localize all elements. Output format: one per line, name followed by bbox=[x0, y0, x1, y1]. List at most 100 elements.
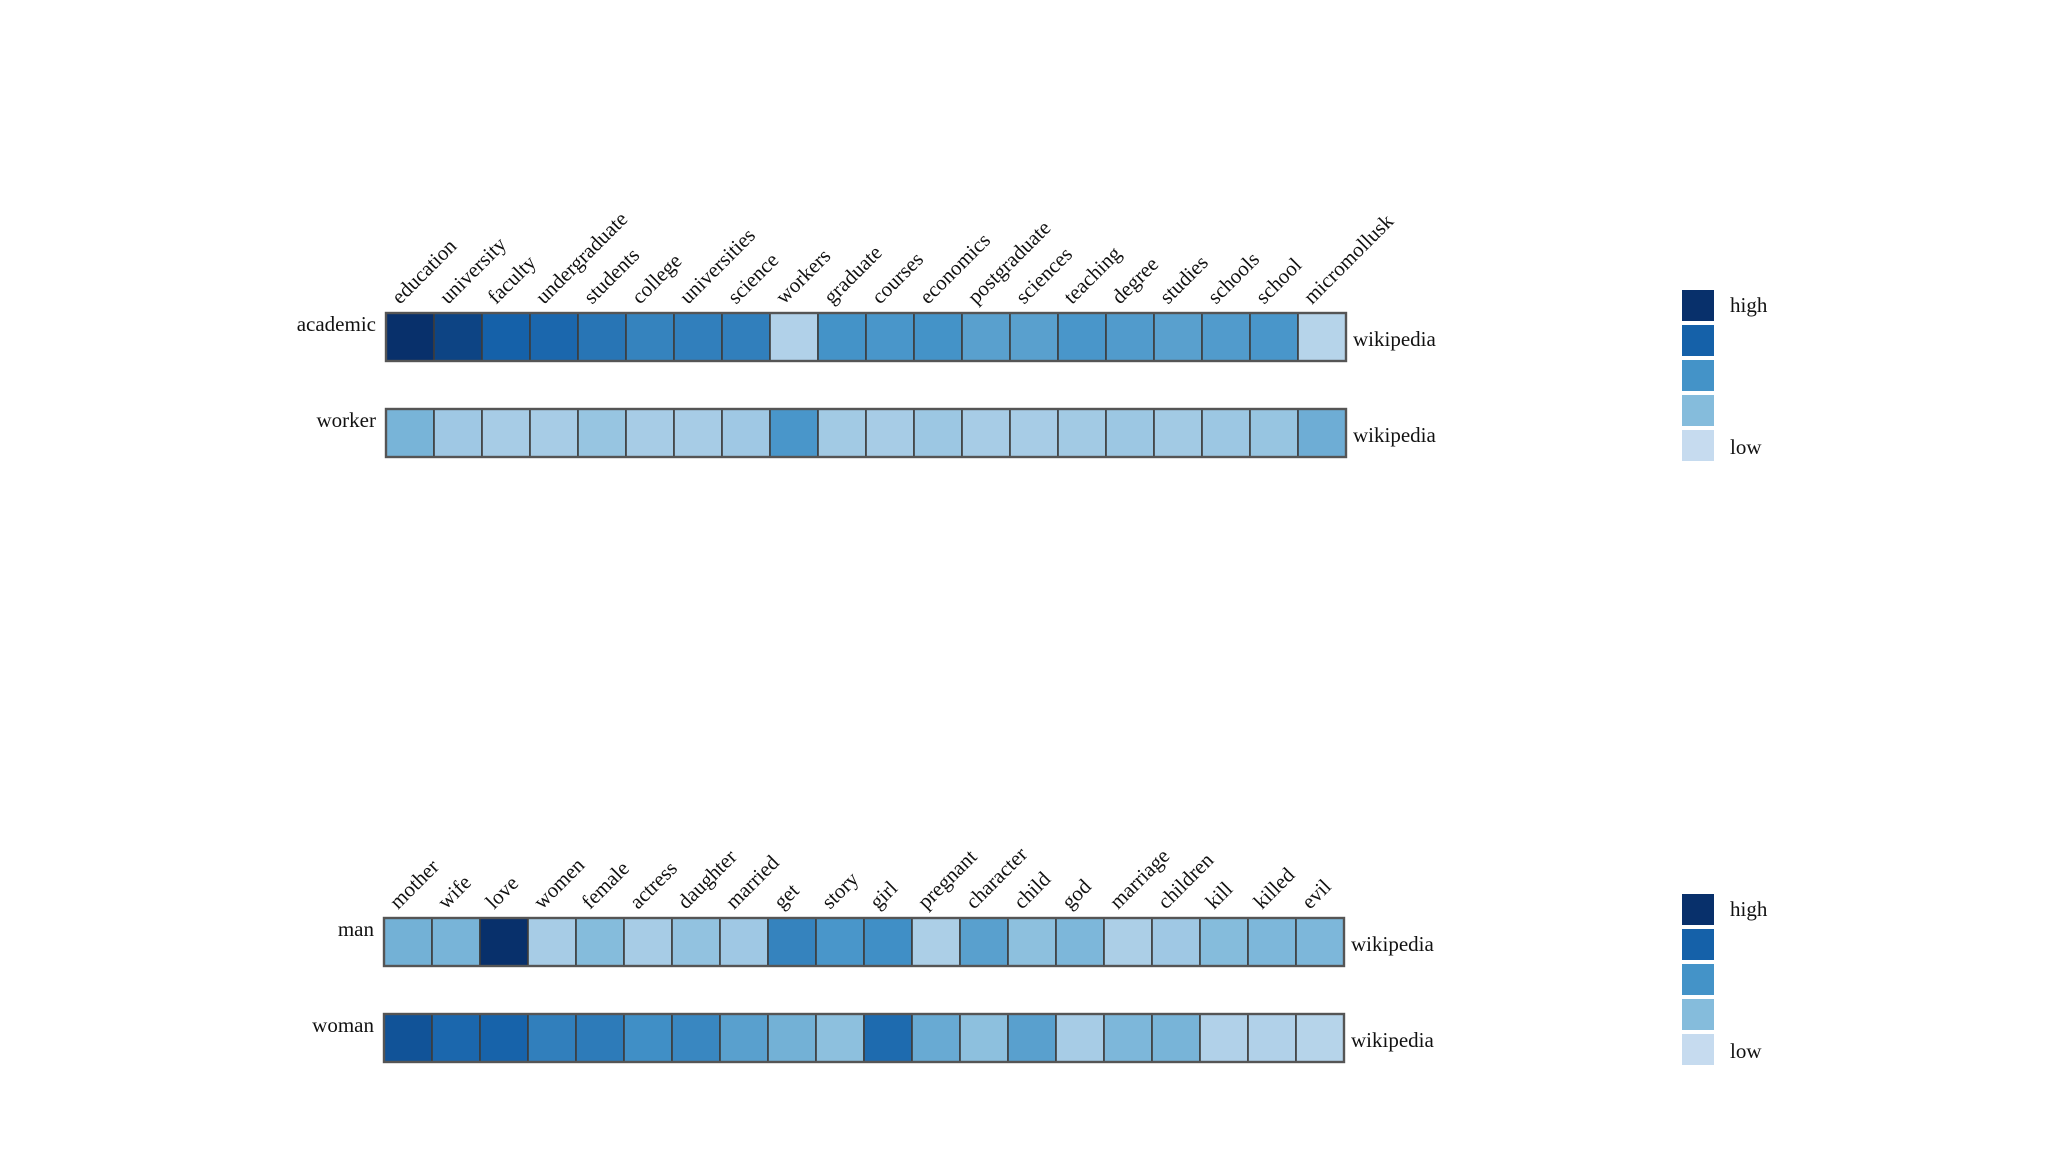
heatmap-cell bbox=[865, 408, 915, 458]
row-source-label: wikipedia bbox=[1353, 423, 1436, 447]
heatmap-cell bbox=[673, 408, 723, 458]
heatmap-panel-academic-worker: educationuniversityfacultyundergraduates… bbox=[297, 207, 1768, 461]
heatmap-cell bbox=[625, 408, 675, 458]
heatmap-cell bbox=[769, 312, 819, 362]
heatmap-cell bbox=[575, 917, 625, 967]
heatmap-cell bbox=[433, 312, 483, 362]
word-label: kill bbox=[1201, 877, 1238, 914]
word-label: mother bbox=[385, 854, 444, 913]
heatmap-cell bbox=[1295, 1013, 1345, 1063]
word-label: studies bbox=[1155, 250, 1213, 308]
legend-swatch bbox=[1682, 964, 1714, 995]
word-label: wife bbox=[433, 870, 476, 913]
heatmap-cell bbox=[769, 408, 819, 458]
heatmap-cell bbox=[721, 408, 771, 458]
heatmap-cell bbox=[623, 917, 673, 967]
heatmap-cell bbox=[815, 1013, 865, 1063]
word-label: evil bbox=[1297, 874, 1336, 913]
heatmap-cell bbox=[1103, 1013, 1153, 1063]
heatmap-cell bbox=[431, 1013, 481, 1063]
heatmap-cell bbox=[1297, 312, 1347, 362]
heatmap-cell bbox=[817, 312, 867, 362]
row-source-label: wikipedia bbox=[1353, 327, 1436, 351]
row-source-label: wikipedia bbox=[1351, 1028, 1434, 1052]
row-frame bbox=[382, 916, 1346, 968]
legend-swatch bbox=[1682, 929, 1714, 960]
heatmap-cell bbox=[719, 1013, 769, 1063]
row-frame bbox=[384, 407, 1348, 459]
heatmap-cell bbox=[623, 1013, 673, 1063]
heatmap-cell bbox=[959, 1013, 1009, 1063]
heatmap-cell bbox=[1057, 312, 1107, 362]
heatmap-cell bbox=[1247, 1013, 1297, 1063]
heatmap-cell bbox=[1199, 917, 1249, 967]
heatmap-cell bbox=[385, 408, 435, 458]
word-label: female bbox=[577, 856, 634, 913]
heatmap-cell bbox=[1009, 408, 1059, 458]
legend-swatch bbox=[1682, 894, 1714, 925]
heatmap-cell bbox=[719, 917, 769, 967]
heatmap-cell bbox=[1151, 1013, 1201, 1063]
heatmap-cell bbox=[1105, 312, 1155, 362]
heatmap-cell bbox=[911, 1013, 961, 1063]
word-label: schools bbox=[1203, 247, 1265, 309]
heatmap-cell bbox=[1009, 312, 1059, 362]
heatmap-cell bbox=[671, 1013, 721, 1063]
heatmap-cell bbox=[481, 408, 531, 458]
heatmap-cell bbox=[1201, 312, 1251, 362]
legend-low-label: low bbox=[1730, 435, 1762, 459]
heatmap-cell bbox=[481, 312, 531, 362]
row-label-worker: worker bbox=[317, 408, 376, 432]
heatmap-cell bbox=[1007, 1013, 1057, 1063]
word-label: story bbox=[817, 867, 864, 914]
legend-high-label: high bbox=[1730, 293, 1768, 317]
heatmap-cell bbox=[1103, 917, 1153, 967]
heatmap-cell bbox=[1201, 408, 1251, 458]
heatmap-cell bbox=[1297, 408, 1347, 458]
heatmap-cell bbox=[527, 917, 577, 967]
heatmap-cell bbox=[863, 1013, 913, 1063]
heatmap-cell bbox=[1247, 917, 1297, 967]
heatmap-cell bbox=[527, 1013, 577, 1063]
heatmap-cell bbox=[575, 1013, 625, 1063]
heatmap-cell bbox=[1151, 917, 1201, 967]
heatmap-cell bbox=[817, 408, 867, 458]
heatmap-cell bbox=[383, 917, 433, 967]
word-label: women bbox=[529, 852, 590, 913]
row-label-woman: woman bbox=[312, 1013, 374, 1037]
legend-swatch bbox=[1682, 360, 1714, 391]
word-label: god bbox=[1057, 874, 1097, 914]
row-frame bbox=[384, 311, 1348, 363]
heatmap-cell bbox=[671, 917, 721, 967]
heatmap-cell bbox=[529, 408, 579, 458]
row-label-academic: academic bbox=[297, 312, 376, 336]
word-label: girl bbox=[865, 876, 903, 914]
heatmap-cell bbox=[1055, 917, 1105, 967]
heatmap-cell bbox=[959, 917, 1009, 967]
heatmap-cell bbox=[1153, 312, 1203, 362]
heatmap-cell bbox=[913, 408, 963, 458]
heatmap-cell bbox=[577, 408, 627, 458]
row-label-man: man bbox=[338, 917, 375, 941]
heatmap-cell bbox=[913, 312, 963, 362]
heatmap-cell bbox=[1249, 408, 1299, 458]
heatmap-cell bbox=[529, 312, 579, 362]
heatmap-cell bbox=[721, 312, 771, 362]
heatmap-cell bbox=[625, 312, 675, 362]
heatmap-cell bbox=[1057, 408, 1107, 458]
color-legend: high low bbox=[1682, 290, 1768, 461]
heatmap-cell bbox=[385, 312, 435, 362]
word-label: actress bbox=[625, 856, 682, 913]
heatmap-cell bbox=[673, 312, 723, 362]
heatmap-cell bbox=[1295, 917, 1345, 967]
heatmap-cell bbox=[767, 917, 817, 967]
heatmap-cell bbox=[577, 312, 627, 362]
legend-swatch bbox=[1682, 999, 1714, 1030]
word-label: love bbox=[481, 871, 524, 914]
heatmap-cell bbox=[767, 1013, 817, 1063]
heatmap-cell bbox=[1199, 1013, 1249, 1063]
legend-high-label: high bbox=[1730, 897, 1768, 921]
heatmap-cell bbox=[865, 312, 915, 362]
